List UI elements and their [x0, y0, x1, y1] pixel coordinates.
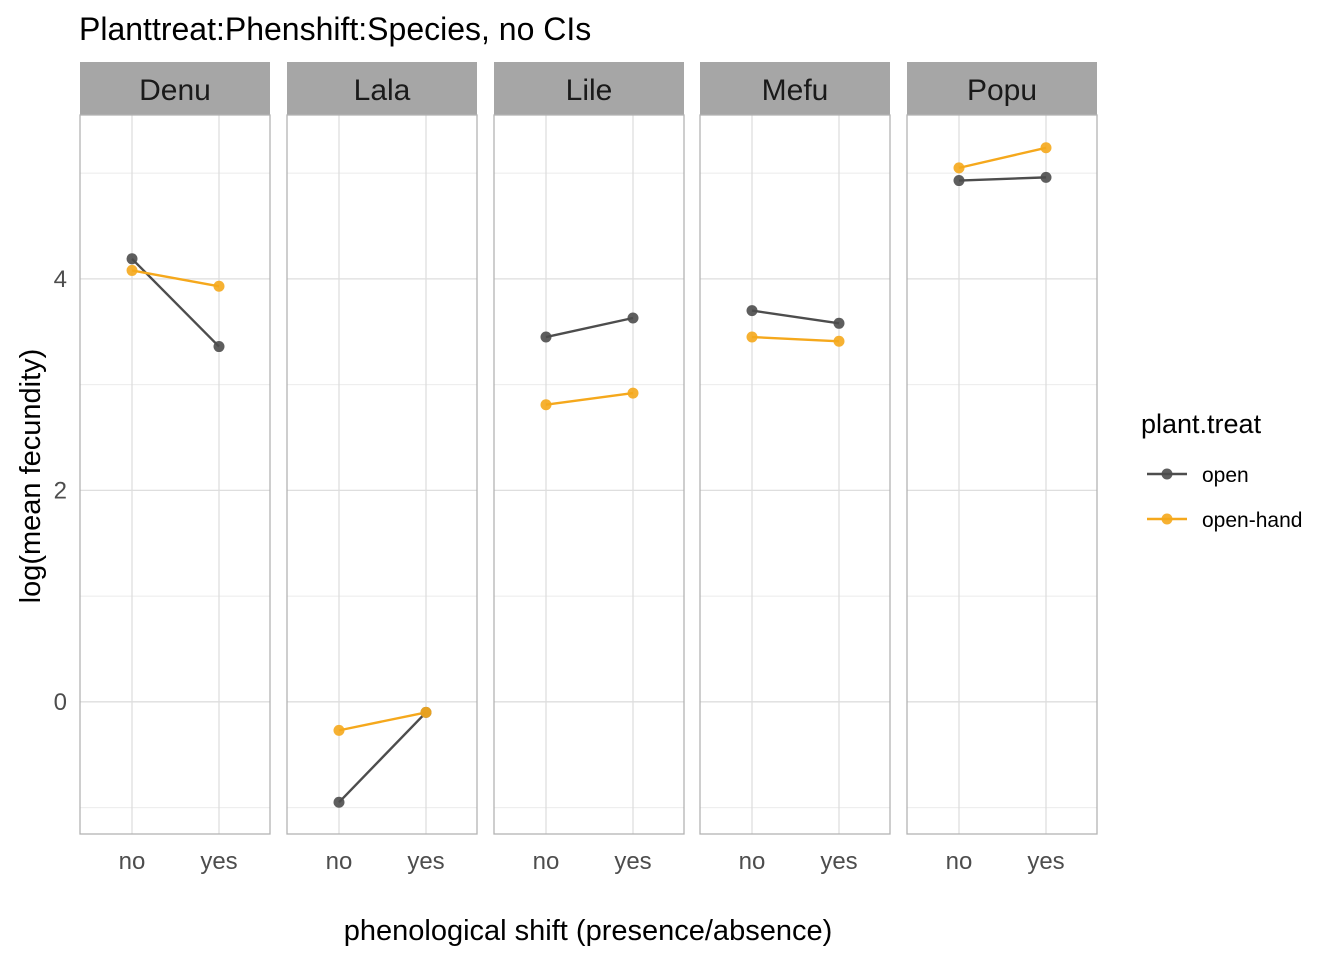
data-point-open	[126, 253, 138, 265]
facet-strip	[700, 62, 890, 115]
y-tick-label: 2	[54, 477, 67, 504]
legend-label: open	[1202, 464, 1249, 487]
legend-key-point	[1161, 468, 1173, 480]
data-point-open-hand	[126, 264, 138, 276]
legend-item-open-hand: open-hand	[1147, 509, 1302, 532]
series-line-open	[958, 176, 1047, 182]
series-line-open-hand	[545, 391, 634, 406]
x-tick-label: yes	[200, 848, 237, 875]
data-point-open	[746, 305, 758, 317]
data-point-open-hand	[420, 706, 432, 718]
data-point-open-hand	[746, 331, 758, 343]
x-tick-label: yes	[407, 848, 444, 875]
y-tick-label: 0	[54, 689, 67, 716]
data-point-open	[1040, 171, 1052, 183]
legend-key-point	[1161, 513, 1173, 525]
facet-panel-denu: Denu no yes	[79, 62, 271, 875]
x-tick-label: no	[119, 848, 146, 875]
series-line-open-hand	[751, 335, 840, 343]
panel-border	[699, 114, 891, 835]
panel-border	[79, 114, 271, 835]
x-tick-label: no	[946, 848, 973, 875]
data-point-open	[333, 796, 345, 808]
panel-border	[906, 114, 1098, 835]
series-line-open-hand	[338, 711, 427, 732]
facet-strip	[907, 62, 1097, 115]
x-tick-label: yes	[820, 848, 857, 875]
facet-strip	[494, 62, 684, 115]
x-tick-label: no	[739, 848, 766, 875]
data-point-open	[833, 317, 845, 329]
facet-strip	[287, 62, 477, 115]
data-point-open-hand	[333, 724, 345, 736]
data-point-open	[540, 331, 552, 343]
y-axis: 0 2 4	[54, 266, 67, 716]
data-point-open-hand	[833, 335, 845, 347]
x-axis-title: phenological shift (presence/absence)	[344, 915, 832, 947]
series-line-open	[338, 711, 427, 804]
panel-border	[493, 114, 685, 835]
data-point-open-hand	[953, 162, 965, 174]
data-point-open	[213, 341, 225, 353]
x-tick-label: no	[326, 848, 353, 875]
series-line-open-hand	[958, 146, 1047, 170]
x-tick-label: no	[533, 848, 560, 875]
facet-panel-lala: Lala no yes	[286, 62, 478, 875]
data-point-open	[953, 175, 965, 187]
y-tick-label: 4	[54, 266, 67, 293]
legend-title: plant.treat	[1141, 409, 1262, 439]
legend-item-open: open	[1147, 464, 1249, 487]
facet-strip-label: Lile	[566, 74, 613, 107]
data-point-open-hand	[627, 387, 639, 399]
series-line-open-hand	[131, 269, 220, 288]
data-point-open-hand	[540, 399, 552, 411]
data-point-open-hand	[1040, 142, 1052, 154]
data-point-open-hand	[213, 280, 225, 292]
legend-keys: open open-hand	[1147, 464, 1302, 532]
legend: plant.treat open open-hand	[1141, 409, 1302, 532]
chart-title: Planttreat:Phenshift:Species, no CIs	[79, 11, 591, 47]
facet-panel-mefu: Mefu no yes	[699, 62, 891, 875]
facet-strip-label: Popu	[967, 74, 1037, 107]
panel-border	[286, 114, 478, 835]
facet-strip	[80, 62, 270, 115]
y-axis-title: log(mean fecundity)	[15, 349, 47, 604]
facet-panel-popu: Popu no yes	[906, 62, 1098, 875]
facet-panel-lile: Lile no yes	[493, 62, 685, 875]
facet-strip-label: Denu	[139, 74, 211, 107]
series-line-open	[545, 316, 634, 339]
data-point-open	[627, 312, 639, 324]
x-tick-label: yes	[1027, 848, 1064, 875]
legend-label: open-hand	[1202, 509, 1302, 532]
x-tick-label: yes	[614, 848, 651, 875]
facet-strip-label: Lala	[354, 74, 411, 107]
series-line-open	[751, 309, 840, 325]
facet-strip-label: Mefu	[762, 74, 829, 107]
